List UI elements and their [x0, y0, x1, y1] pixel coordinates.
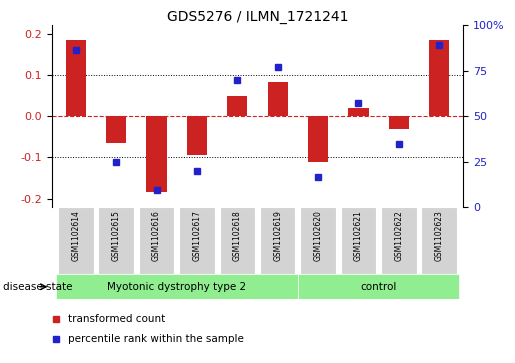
- Text: Myotonic dystrophy type 2: Myotonic dystrophy type 2: [107, 282, 246, 292]
- Text: GSM1102615: GSM1102615: [112, 210, 121, 261]
- Text: GSM1102619: GSM1102619: [273, 210, 282, 261]
- Bar: [65, 40, 86, 116]
- Bar: [268, 82, 288, 116]
- Bar: [58, 207, 94, 274]
- Text: GSM1102618: GSM1102618: [233, 210, 242, 261]
- Bar: [56, 274, 298, 299]
- Bar: [429, 40, 450, 116]
- Text: control: control: [360, 282, 397, 292]
- Text: GSM1102623: GSM1102623: [435, 210, 444, 261]
- Bar: [146, 116, 167, 192]
- Bar: [389, 116, 409, 129]
- Bar: [219, 207, 255, 274]
- Bar: [298, 274, 459, 299]
- Text: GSM1102614: GSM1102614: [71, 210, 80, 261]
- Text: GSM1102616: GSM1102616: [152, 210, 161, 261]
- Bar: [106, 116, 126, 143]
- Bar: [341, 207, 376, 274]
- Text: disease state: disease state: [3, 282, 72, 292]
- Bar: [308, 116, 328, 162]
- Bar: [139, 207, 174, 274]
- Text: GSM1102622: GSM1102622: [394, 210, 403, 261]
- Bar: [300, 207, 336, 274]
- Bar: [227, 96, 247, 116]
- Bar: [260, 207, 296, 274]
- Title: GDS5276 / ILMN_1721241: GDS5276 / ILMN_1721241: [167, 11, 348, 24]
- Text: percentile rank within the sample: percentile rank within the sample: [68, 334, 244, 344]
- Text: GSM1102621: GSM1102621: [354, 210, 363, 261]
- Bar: [348, 108, 369, 116]
- Bar: [187, 116, 207, 155]
- Bar: [381, 207, 417, 274]
- Text: GSM1102620: GSM1102620: [314, 210, 322, 261]
- Text: transformed count: transformed count: [68, 314, 165, 324]
- Bar: [98, 207, 134, 274]
- Bar: [421, 207, 457, 274]
- Text: GSM1102617: GSM1102617: [193, 210, 201, 261]
- Bar: [179, 207, 215, 274]
